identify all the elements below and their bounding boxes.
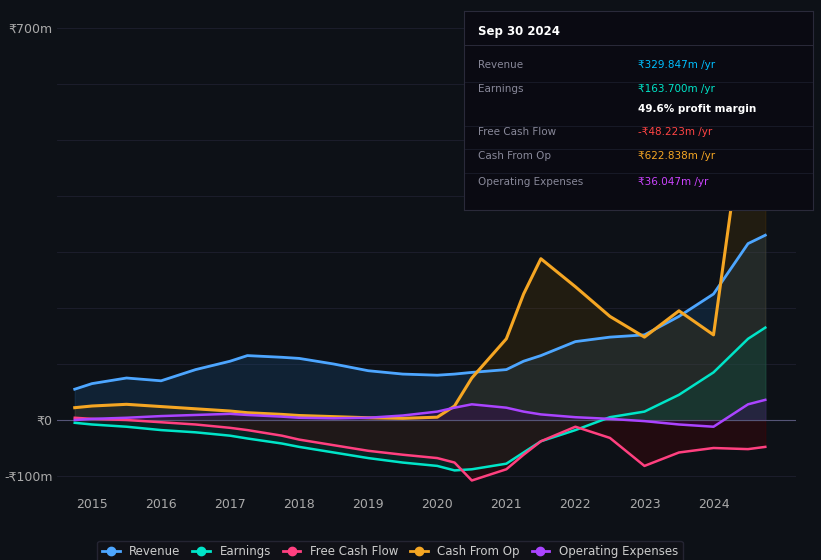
Text: Cash From Op: Cash From Op bbox=[478, 151, 551, 161]
Text: Sep 30 2024: Sep 30 2024 bbox=[478, 25, 560, 38]
Text: Earnings: Earnings bbox=[478, 84, 523, 94]
Text: Free Cash Flow: Free Cash Flow bbox=[478, 128, 556, 137]
Text: ₹163.700m /yr: ₹163.700m /yr bbox=[639, 84, 715, 94]
Text: Operating Expenses: Operating Expenses bbox=[478, 177, 583, 187]
Text: ₹622.838m /yr: ₹622.838m /yr bbox=[639, 151, 715, 161]
Text: ₹329.847m /yr: ₹329.847m /yr bbox=[639, 60, 715, 70]
Text: 49.6% profit margin: 49.6% profit margin bbox=[639, 104, 757, 114]
Text: Revenue: Revenue bbox=[478, 60, 523, 70]
Text: -₹48.223m /yr: -₹48.223m /yr bbox=[639, 128, 713, 137]
Legend: Revenue, Earnings, Free Cash Flow, Cash From Op, Operating Expenses: Revenue, Earnings, Free Cash Flow, Cash … bbox=[98, 540, 682, 560]
Text: ₹36.047m /yr: ₹36.047m /yr bbox=[639, 177, 709, 187]
